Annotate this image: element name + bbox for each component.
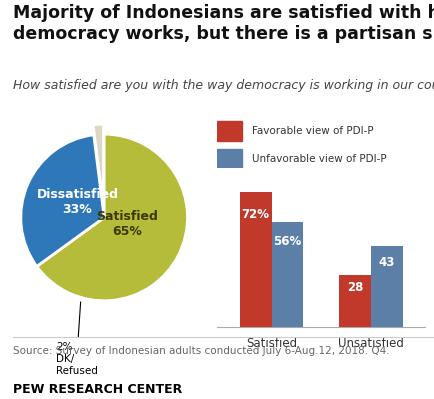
Text: 28: 28	[347, 281, 363, 294]
Text: Unfavorable view of PDI-P: Unfavorable view of PDI-P	[253, 154, 387, 164]
Text: How satisfied are you with the way democracy is working in our country?: How satisfied are you with the way democ…	[13, 79, 434, 92]
Text: PEW RESEARCH CENTER: PEW RESEARCH CENTER	[13, 383, 182, 396]
Text: Satisfied
65%: Satisfied 65%	[96, 210, 158, 238]
FancyBboxPatch shape	[217, 149, 242, 169]
Bar	[339, 275, 371, 327]
Wedge shape	[93, 124, 104, 207]
Bar	[371, 247, 402, 327]
Text: 56%: 56%	[273, 235, 302, 248]
Wedge shape	[21, 135, 104, 267]
Text: 72%: 72%	[242, 208, 270, 221]
Text: Favorable view of PDI-P: Favorable view of PDI-P	[253, 126, 374, 136]
Text: 2%
DK/
Refused: 2% DK/ Refused	[56, 302, 98, 375]
Text: Source: Survey of Indonesian adults conducted July 6-Aug.12, 2018. Q4.: Source: Survey of Indonesian adults cond…	[13, 346, 390, 356]
FancyBboxPatch shape	[217, 121, 242, 141]
Text: 43: 43	[378, 256, 395, 269]
Text: Dissatisfied
33%: Dissatisfied 33%	[36, 188, 118, 216]
Wedge shape	[37, 134, 187, 301]
Text: Majority of Indonesians are satisfied with how
democracy works, but there is a p: Majority of Indonesians are satisfied wi…	[13, 4, 434, 43]
Bar	[240, 192, 272, 327]
Bar	[272, 222, 303, 327]
